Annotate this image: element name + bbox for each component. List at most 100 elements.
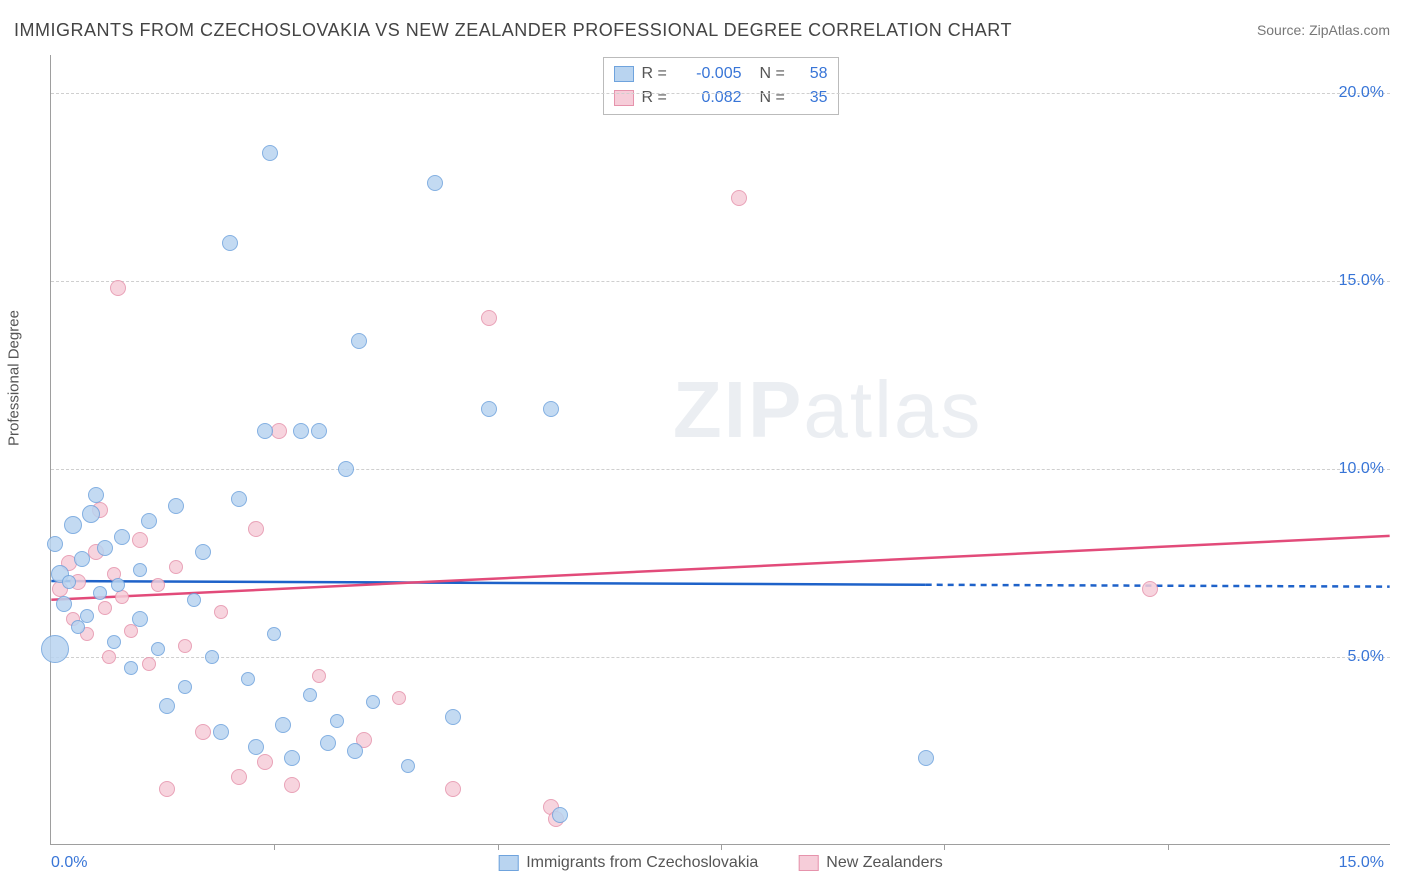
legend-item: Immigrants from Czechoslovakia	[498, 854, 758, 872]
scatter-point	[98, 601, 112, 615]
scatter-point	[311, 423, 327, 439]
legend-stat-row: R =-0.005N =58	[614, 62, 828, 86]
scatter-point	[401, 759, 415, 773]
scatter-point	[111, 578, 125, 592]
scatter-point	[445, 781, 461, 797]
scatter-point	[320, 735, 336, 751]
scatter-point	[213, 724, 229, 740]
gridline	[51, 93, 1390, 94]
scatter-point	[248, 739, 264, 755]
scatter-point	[168, 498, 184, 514]
scatter-point	[124, 661, 138, 675]
y-axis-label: Professional Degree	[6, 310, 23, 446]
scatter-point	[169, 560, 183, 574]
y-tick-label: 10.0%	[1339, 460, 1384, 478]
scatter-point	[262, 145, 278, 161]
scatter-point	[56, 596, 72, 612]
x-minor-tick	[498, 844, 499, 850]
scatter-point	[93, 586, 107, 600]
scatter-point	[114, 529, 130, 545]
scatter-point	[132, 532, 148, 548]
scatter-point	[151, 578, 165, 592]
scatter-point	[267, 627, 281, 641]
scatter-point	[293, 423, 309, 439]
scatter-point	[41, 635, 69, 663]
scatter-point	[351, 333, 367, 349]
scatter-point	[231, 491, 247, 507]
scatter-point	[481, 310, 497, 326]
watermark: ZIPatlas	[673, 364, 982, 456]
scatter-point	[178, 680, 192, 694]
chart-title: IMMIGRANTS FROM CZECHOSLOVAKIA VS NEW ZE…	[14, 20, 1012, 41]
legend-swatch	[614, 66, 634, 82]
y-tick-label: 5.0%	[1348, 648, 1384, 666]
r-value: 0.082	[682, 86, 742, 110]
scatter-point	[107, 635, 121, 649]
scatter-point	[918, 750, 934, 766]
scatter-point	[366, 695, 380, 709]
x-tick-min: 0.0%	[51, 854, 87, 872]
scatter-point	[257, 423, 273, 439]
scatter-point	[151, 642, 165, 656]
scatter-point	[159, 698, 175, 714]
n-label: N =	[760, 86, 790, 110]
n-value: 58	[798, 62, 828, 86]
scatter-point	[132, 611, 148, 627]
x-tick-max: 15.0%	[1339, 854, 1384, 872]
gridline	[51, 469, 1390, 470]
n-value: 35	[798, 86, 828, 110]
scatter-point	[110, 280, 126, 296]
scatter-point	[427, 175, 443, 191]
scatter-point	[178, 639, 192, 653]
scatter-point	[133, 563, 147, 577]
legend-swatch	[498, 855, 518, 871]
y-tick-label: 15.0%	[1339, 272, 1384, 290]
scatter-point	[80, 609, 94, 623]
legend-label: Immigrants from Czechoslovakia	[526, 854, 758, 872]
scatter-point	[195, 544, 211, 560]
scatter-point	[142, 657, 156, 671]
scatter-point	[187, 593, 201, 607]
scatter-point	[248, 521, 264, 537]
source-label: Source: ZipAtlas.com	[1257, 22, 1390, 38]
scatter-point	[205, 650, 219, 664]
scatter-point	[284, 750, 300, 766]
legend-item: New Zealanders	[798, 854, 943, 872]
x-minor-tick	[944, 844, 945, 850]
scatter-point	[338, 461, 354, 477]
scatter-point	[1142, 581, 1158, 597]
scatter-point	[543, 401, 559, 417]
scatter-point	[731, 190, 747, 206]
y-tick-label: 20.0%	[1339, 84, 1384, 102]
scatter-point	[330, 714, 344, 728]
scatter-point	[195, 724, 211, 740]
r-label: R =	[642, 86, 674, 110]
legend-series: Immigrants from Czechoslovakia New Zealan…	[498, 854, 943, 872]
scatter-point	[47, 536, 63, 552]
plot-area: ZIPatlas R =-0.005N =58R = 0.082 N = 35 0.0…	[50, 55, 1390, 845]
trend-lines	[51, 55, 1390, 844]
legend-stat-row: R = 0.082 N = 35	[614, 86, 828, 110]
scatter-point	[102, 650, 116, 664]
scatter-point	[481, 401, 497, 417]
scatter-point	[82, 505, 100, 523]
legend-label: New Zealanders	[826, 854, 943, 872]
scatter-point	[64, 516, 82, 534]
scatter-point	[284, 777, 300, 793]
scatter-point	[88, 487, 104, 503]
gridline	[51, 657, 1390, 658]
scatter-point	[71, 620, 85, 634]
r-label: R =	[642, 62, 674, 86]
x-minor-tick	[1168, 844, 1169, 850]
scatter-point	[392, 691, 406, 705]
x-minor-tick	[274, 844, 275, 850]
scatter-point	[74, 551, 90, 567]
scatter-point	[141, 513, 157, 529]
legend-stats: R =-0.005N =58R = 0.082 N = 35	[603, 57, 839, 115]
scatter-point	[257, 754, 273, 770]
legend-swatch	[798, 855, 818, 871]
x-minor-tick	[721, 844, 722, 850]
scatter-point	[241, 672, 255, 686]
scatter-point	[222, 235, 238, 251]
scatter-point	[231, 769, 247, 785]
